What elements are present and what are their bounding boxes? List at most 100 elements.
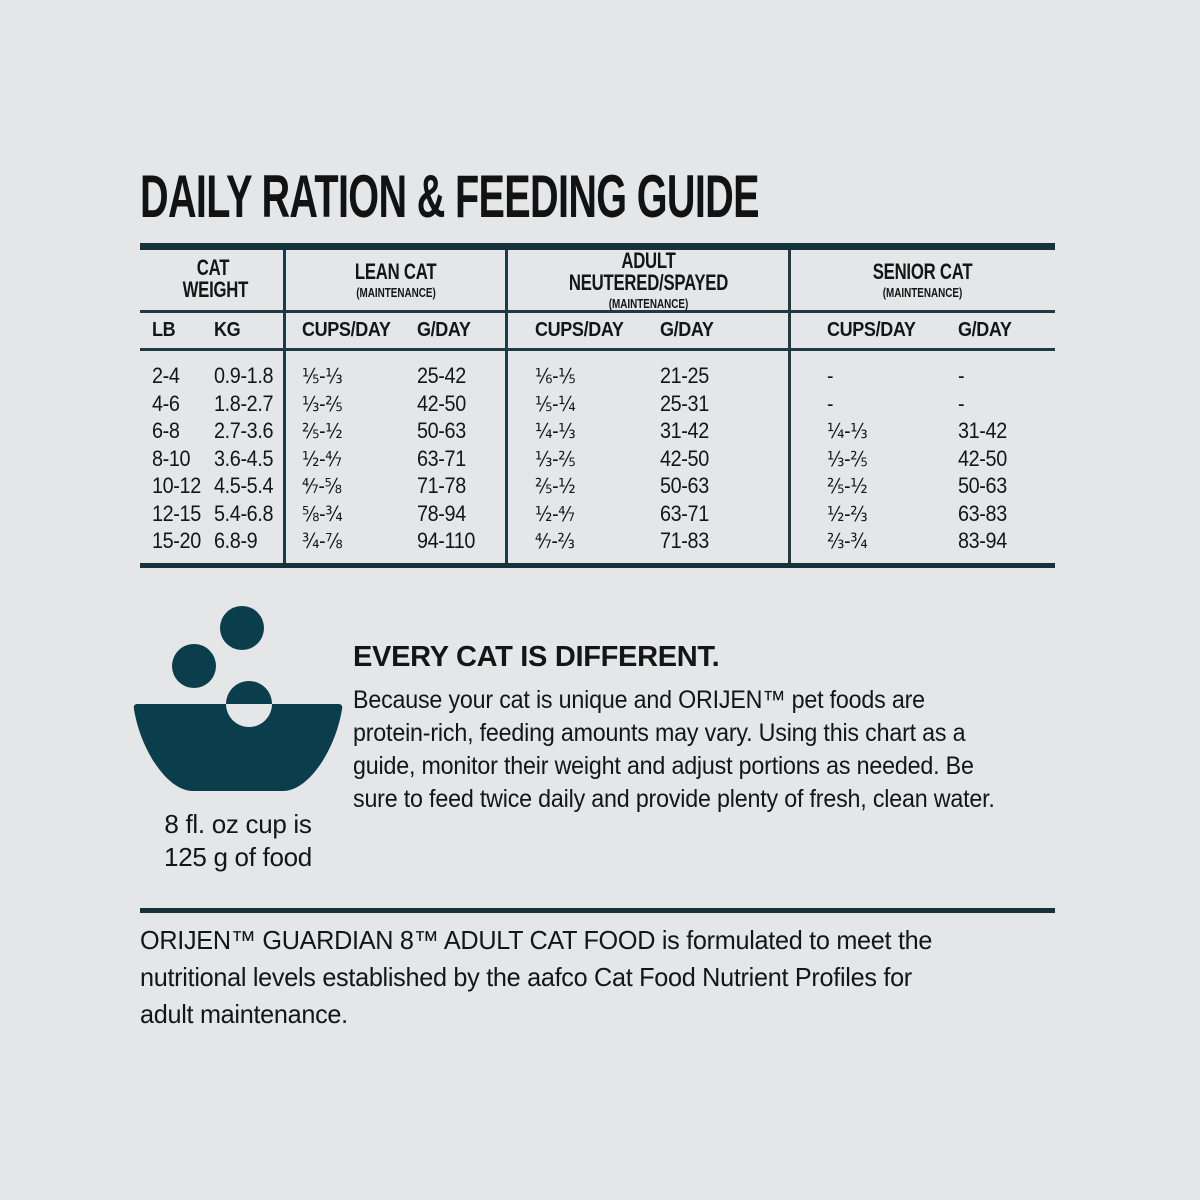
cell-lean-cups: ¾-⅞ [302,529,343,553]
cell-senior-cups: ¼-⅓ [827,419,868,443]
cell-adult-g: 25-31 [660,390,709,416]
column-header-senior-cups: CUPS/DAY [827,319,916,341]
cell-kg: 1.8-2.7 [214,390,274,416]
table-vertical-rule [283,250,286,563]
cell-senior-cups: ⅓-⅖ [827,446,868,471]
cell-lean-g: 71-78 [417,473,466,498]
cell-kg: 5.4-6.8 [214,500,274,526]
column-header-lb: LB [152,319,176,341]
cell-lb: 4-6 [152,390,180,416]
cell-adult-g: 71-83 [660,528,709,553]
note-paragraph: Because your cat is unique and ORIJEN™ p… [353,684,1060,816]
note-line: protein-rich, feeding amounts may vary. … [353,719,966,747]
cell-lean-cups: ⅝-¾ [302,501,343,526]
cell-lean-cups: ⅖-½ [302,419,343,443]
cell-senior-g: 31-42 [958,418,1007,443]
cell-adult-g: 42-50 [660,445,709,471]
group-title: CAT WEIGHT [182,255,248,302]
cell-adult-g: 50-63 [660,473,709,498]
group-header-lean-cat: LEAN CAT (MAINTENANCE) [285,261,507,300]
cell-adult-cups: ⅖-½ [535,474,576,498]
cell-adult-cups: ¼-⅓ [535,419,576,443]
column-header-lean-cups: CUPS/DAY [302,319,391,341]
footer-divider [140,908,1055,913]
group-header-adult-neutered-spayed: ADULT NEUTERED/SPAYED (MAINTENANCE) [507,250,790,311]
cell-senior-g: 42-50 [958,445,1007,471]
group-title: LEAN CAT [355,259,437,284]
note-line: sure to feed twice daily and provide ple… [353,785,995,813]
cell-adult-g: 63-71 [660,500,709,526]
table-row: 2-4 0.9-1.8 ⅕-⅓ 25-42 ⅙-⅕ 21-25 - - [140,362,1055,390]
column-header-adult-cups: CUPS/DAY [535,319,624,341]
cell-senior-g: 83-94 [958,528,1007,553]
column-header-kg: KG [214,319,241,341]
cell-lean-g: 63-71 [417,445,466,471]
cell-adult-cups: ⅙-⅕ [535,364,576,388]
cell-lb: 2-4 [152,363,180,388]
footer-line: ORIJEN™ GUARDIAN 8™ ADULT CAT FOOD is fo… [140,925,933,955]
cell-senior-cups: ⅖-½ [827,474,868,498]
page-title: DAILY RATION & FEEDING GUIDE [140,163,760,230]
group-title: SENIOR CAT [872,259,973,284]
footer-line: nutritional levels established by the aa… [140,962,912,992]
cell-adult-g: 21-25 [660,363,709,388]
group-header-cat-weight: CAT WEIGHT [140,257,285,304]
cell-lean-g: 50-63 [417,418,466,443]
cell-kg: 2.7-3.6 [214,418,274,443]
cup-note-line1: 8 fl. oz cup is [164,809,312,839]
cell-senior-cups: ½-⅔ [827,501,868,526]
table-body: 2-4 0.9-1.8 ⅕-⅓ 25-42 ⅙-⅕ 21-25 - - 4-6 … [140,351,1055,563]
cell-lb: 6-8 [152,418,180,443]
cell-lean-cups: ⅓-⅖ [302,391,343,416]
group-subtitle: (MAINTENANCE) [882,285,963,300]
column-header-lean-g: G/DAY [417,319,471,341]
cell-senior-cups: - [827,364,834,388]
note-heading: EVERY CAT IS DIFFERENT. [353,641,720,673]
cell-lean-cups: ½-⁴⁄₇ [302,446,342,471]
table-rule [140,310,1055,313]
cell-adult-g: 31-42 [660,418,709,443]
cell-senior-g: 50-63 [958,473,1007,498]
cell-adult-cups: ⅓-⅖ [535,446,576,471]
table-row: 10-12 4.5-5.4 ⁴⁄₇-⅝ 71-78 ⅖-½ 50-63 ⅖-½ … [140,472,1055,500]
cell-senior-cups: ⅔-¾ [827,529,868,553]
column-header-senior-g: G/DAY [958,319,1012,341]
cell-lean-cups: ⁴⁄₇-⅝ [302,474,342,498]
cell-lean-g: 78-94 [417,500,466,526]
table-bottom-border [140,563,1055,568]
cup-measure-note: 8 fl. oz cup is 125 g of food [123,808,353,874]
cell-lean-g: 94-110 [417,528,476,553]
cell-lean-g: 25-42 [417,363,466,388]
note-line: guide, monitor their weight and adjust p… [353,752,974,780]
table-row: 15-20 6.8-9 ¾-⅞ 94-110 ⁴⁄₇-⅔ 71-83 ⅔-¾ 8… [140,527,1055,555]
cell-lb: 10-12 [152,473,201,498]
food-bowl-icon [133,603,343,803]
table-row: 6-8 2.7-3.6 ⅖-½ 50-63 ¼-⅓ 31-42 ¼-⅓ 31-4… [140,417,1055,445]
cell-lb: 15-20 [152,528,201,553]
cell-adult-cups: ½-⁴⁄₇ [535,501,575,526]
group-header-senior-cat: SENIOR CAT (MAINTENANCE) [790,261,1055,300]
cup-note-line2: 125 g of food [164,842,312,872]
cell-lean-g: 42-50 [417,390,466,416]
footer-line: adult maintenance. [140,999,348,1029]
cell-lb: 8-10 [152,445,191,471]
table-column-header-row: LB KG CUPS/DAY G/DAY CUPS/DAY G/DAY CUPS… [140,313,1055,348]
note-line: Because your cat is unique and ORIJEN™ p… [353,686,925,714]
group-subtitle: (MAINTENANCE) [608,296,689,311]
table-vertical-rule [788,250,791,563]
table-vertical-rule [505,250,508,563]
cell-adult-cups: ⅕-¼ [535,391,576,416]
table-row: 8-10 3.6-4.5 ½-⁴⁄₇ 63-71 ⅓-⅖ 42-50 ⅓-⅖ 4… [140,445,1055,473]
cell-kg: 3.6-4.5 [214,445,274,471]
table-rule [140,348,1055,351]
cell-adult-cups: ⁴⁄₇-⅔ [535,529,575,553]
cell-senior-g: - [958,363,965,388]
feeding-table: CAT WEIGHT LEAN CAT (MAINTENANCE) ADULT … [140,243,1055,568]
group-title: ADULT NEUTERED/SPAYED [568,248,729,295]
aafco-statement: ORIJEN™ GUARDIAN 8™ ADULT CAT FOOD is fo… [140,922,1052,1033]
table-group-header-row: CAT WEIGHT LEAN CAT (MAINTENANCE) ADULT … [140,250,1055,311]
cell-lean-cups: ⅕-⅓ [302,364,343,388]
table-top-border [140,243,1055,250]
column-header-adult-g: G/DAY [660,319,714,341]
